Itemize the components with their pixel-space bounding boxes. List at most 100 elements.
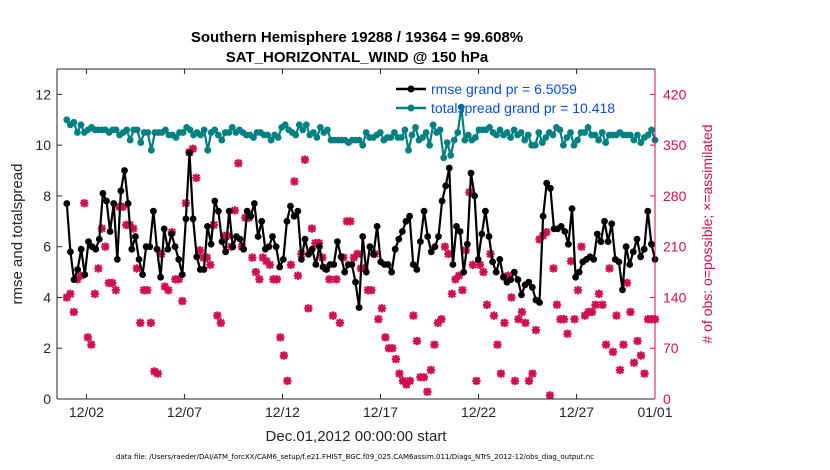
assimilated-point [62, 293, 71, 302]
totalspread-point [299, 126, 307, 134]
assimilated-point [90, 289, 99, 298]
rmse-point [507, 276, 515, 284]
totalspread-point [574, 136, 581, 144]
assimilated-point [430, 340, 439, 349]
rmse-point [417, 238, 424, 246]
assimilated-marker [202, 253, 212, 262]
assimilated-point [188, 144, 198, 153]
assimilated-marker [615, 365, 625, 375]
assimilated-point [510, 376, 520, 386]
assimilated-marker [430, 340, 439, 349]
totalspread-point [74, 129, 81, 136]
assimilated-marker [493, 340, 502, 349]
rmse-point [399, 228, 406, 235]
assimilated-point [437, 315, 446, 324]
assimilated-point [531, 325, 541, 335]
assimilated-marker [626, 307, 635, 317]
assimilated-marker [601, 340, 611, 349]
assimilated-point [388, 344, 397, 353]
assimilated-point [160, 282, 169, 291]
assimilated-marker [174, 275, 184, 284]
totalspread-point [581, 129, 588, 136]
rmse-point [254, 233, 262, 240]
rmse-point [525, 278, 533, 286]
assimilated-point [629, 358, 639, 367]
x-tick-label: 12/12 [265, 404, 300, 420]
assimilated-point [454, 271, 464, 280]
rmse-point [370, 250, 377, 258]
assimilated-marker [97, 224, 106, 233]
totalspread-point [426, 141, 433, 149]
assimilated-marker [503, 271, 513, 280]
totalspread-point [200, 126, 208, 134]
rmse-point [81, 271, 89, 278]
rmse-point [113, 256, 121, 263]
totalspread-point [419, 134, 426, 141]
rmse-point [106, 228, 114, 235]
totalspread-point [359, 141, 367, 149]
assimilated-marker [437, 315, 446, 324]
assimilated-point [402, 380, 411, 389]
rmse-point [128, 245, 136, 253]
totalspread-point [310, 129, 317, 136]
assimilated-marker [178, 296, 187, 306]
rmse-point [615, 258, 623, 266]
assimilated-point [573, 286, 583, 295]
totalspread-point [598, 129, 606, 136]
totalspread-point [457, 103, 465, 111]
legend-rmse-label: rmse grand pr = 6.5059 [431, 81, 577, 97]
rmse-point [608, 220, 616, 228]
totalspread-point [144, 129, 152, 136]
rmse-point [413, 266, 421, 273]
rmse-point [99, 190, 107, 197]
rmse-point [258, 217, 266, 225]
rmse-point [103, 197, 110, 205]
assimilated-point [566, 257, 576, 266]
assimilated-marker [325, 275, 334, 284]
assimilated-point [626, 307, 635, 317]
rmse-point [272, 243, 280, 251]
assimilated-marker [83, 333, 92, 342]
assimilated-marker [346, 217, 355, 226]
rmse-point [510, 268, 518, 276]
assimilated-point [479, 267, 488, 277]
assimilated-point [87, 340, 96, 349]
assimilated-point [192, 173, 201, 182]
assimilated-marker [111, 286, 120, 295]
assimilated-marker [153, 369, 162, 378]
assimilated-marker [444, 249, 453, 259]
assimilated-marker [143, 286, 152, 295]
rmse-series [63, 149, 659, 311]
rmse-point [471, 192, 478, 200]
rmse-point [265, 243, 273, 251]
assimilated-marker [216, 318, 226, 328]
assimilated-point [549, 264, 558, 273]
assimilated-marker [360, 264, 369, 273]
assimilated-point [419, 373, 429, 382]
rmse-point [373, 223, 381, 230]
rmse-point [395, 235, 403, 243]
rmse-point [330, 261, 338, 268]
assimilated-marker [549, 264, 558, 273]
assimilated-point [76, 271, 85, 280]
assimilated-marker [332, 275, 341, 284]
totalspread-point [436, 126, 444, 134]
rmse-point [132, 233, 139, 240]
totalspread-point [408, 131, 416, 139]
assimilated-point [528, 369, 537, 378]
assimilated-marker [388, 344, 397, 353]
assimilated-marker [108, 278, 117, 288]
assimilated-point [594, 289, 604, 298]
assimilated-point [314, 238, 324, 248]
assimilated-point [507, 293, 516, 302]
rmse-point [362, 268, 370, 276]
y-tick-label: 10 [35, 137, 51, 153]
totalspread-point [637, 139, 645, 147]
assimilated-marker [251, 267, 261, 277]
assimilated-point [265, 260, 275, 269]
assimilated-point [503, 271, 513, 280]
assimilated-marker [587, 307, 597, 317]
rmse-point [247, 212, 255, 220]
rmse-point [301, 235, 309, 243]
totalspread-point [570, 141, 578, 149]
